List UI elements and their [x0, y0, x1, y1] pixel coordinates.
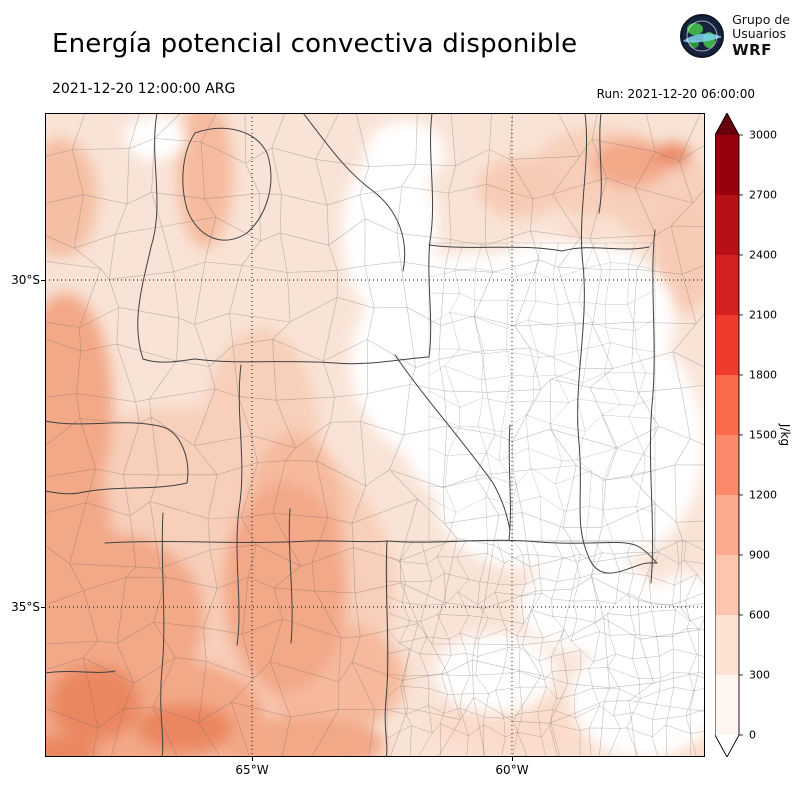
lat-label-30s: 30°S [11, 273, 40, 287]
colorbar-tick-label: 600 [749, 608, 770, 622]
wrf-globe-icon [680, 14, 725, 58]
department-mesh [386, 540, 705, 757]
department-mesh [428, 242, 656, 542]
colorbar-tick-label: 1200 [749, 488, 777, 502]
lat-label-35s: 35°S [11, 600, 40, 614]
logo-line-1: Grupo de [732, 12, 790, 27]
colorbar-tick-label: 2700 [749, 188, 777, 202]
colorbar-tick-label: 2400 [749, 248, 777, 262]
cape-map-panel [45, 113, 705, 757]
axis-tick [41, 280, 45, 281]
colorbar-tick-label: 1500 [749, 428, 777, 442]
colorbar-tick-label: 2100 [749, 308, 777, 322]
colorbar-tick-label: 3000 [749, 128, 777, 142]
model-run-label: Run: 2021-12-20 06:00:00 [596, 87, 755, 101]
colorbar: 3000 2700 2400 2100 1800 1500 1200 900 600 300 0 J… [714, 112, 800, 758]
graticule-gridlines [45, 113, 705, 757]
axis-tick [41, 607, 45, 608]
axis-tick [252, 757, 253, 761]
colorbar-unit-label: J/kg [778, 423, 792, 447]
province-boundaries [45, 113, 658, 757]
axis-tick [512, 757, 513, 761]
lon-label-65w: 65°W [235, 763, 269, 777]
cape-map [45, 113, 705, 757]
valid-time-label: 2021-12-20 12:00:00 ARG [52, 81, 236, 97]
colorbar-tick-label: 0 [749, 728, 756, 742]
colorbar-tick-label: 1800 [749, 368, 777, 382]
page-title: Energía potencial convectiva disponible [52, 29, 578, 59]
lon-label-60w: 60°W [495, 763, 529, 777]
map-shading-zero-cape [125, 116, 705, 757]
colorbar-scale [714, 112, 743, 758]
logo-line-wrf: WRF [732, 40, 772, 59]
colorbar-tick-label: 900 [749, 548, 770, 562]
colorbar-tick-label: 300 [749, 668, 770, 682]
wrf-users-group-logo: Grupo de Usuarios WRF [679, 12, 790, 59]
logo-line-2: Usuarios [732, 26, 787, 42]
map-frame [45, 113, 705, 757]
